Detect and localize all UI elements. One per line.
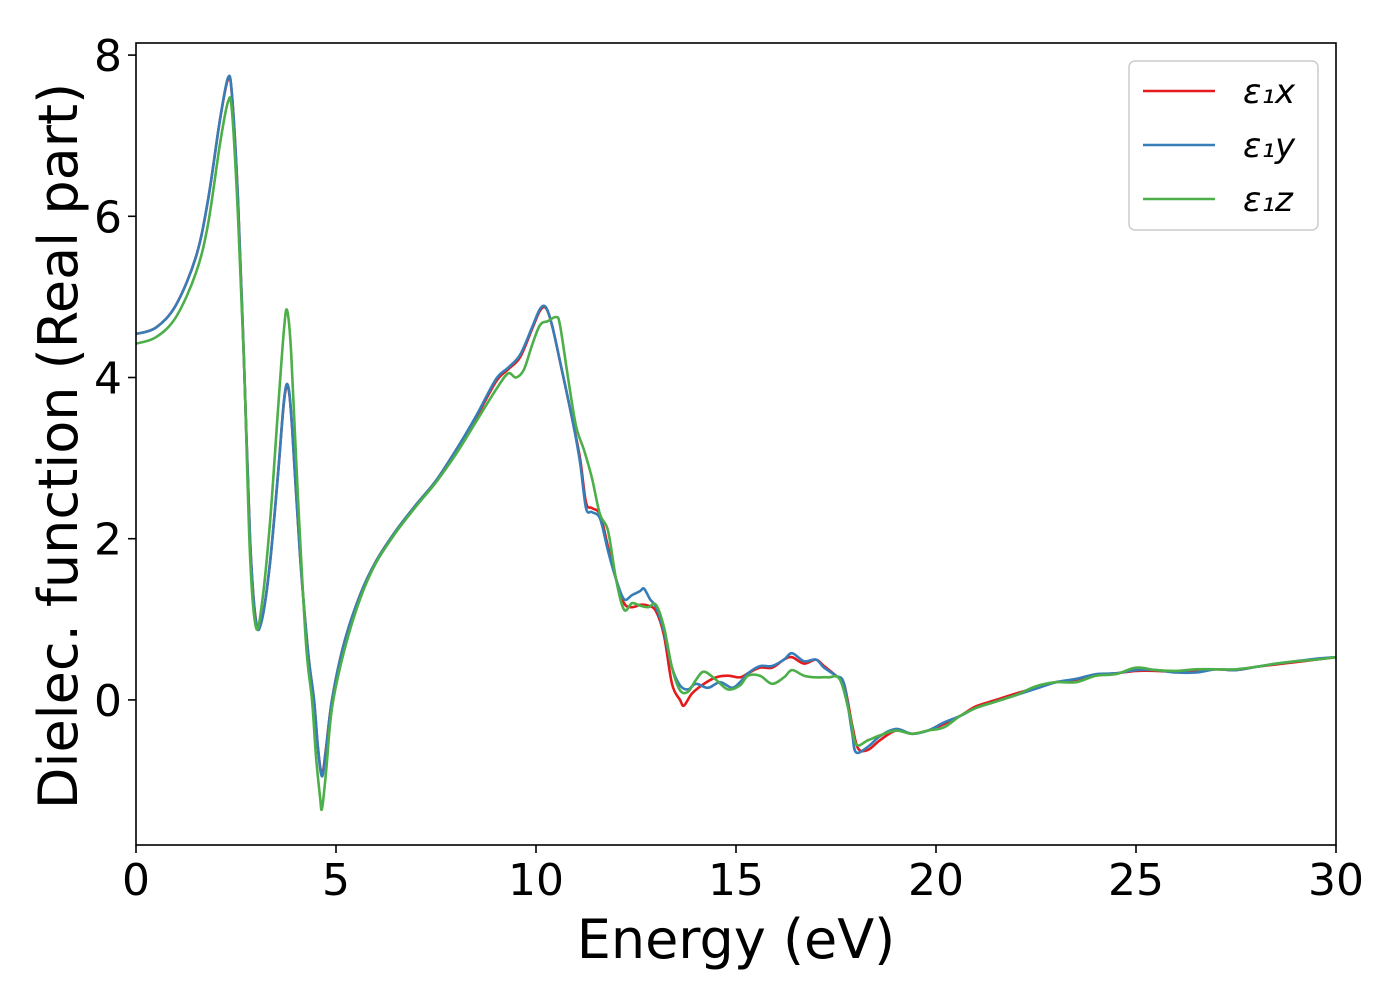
legend-entry-e1x: ε₁x (1143, 72, 1296, 112)
legend-label: ε₁y (1243, 126, 1296, 166)
x-axis-title: Energy (eV) (577, 908, 896, 971)
y-axis: 0 2 4 6 8 (94, 31, 136, 727)
x-tick-label: 25 (1108, 855, 1164, 906)
series-layer (136, 74, 1336, 812)
x-tick-label: 0 (122, 855, 150, 906)
y-tick-label: 6 (94, 192, 122, 243)
y-tick-label: 0 (94, 676, 122, 727)
legend-entry-e1y: ε₁y (1143, 126, 1296, 166)
legend: ε₁x ε₁y ε₁z (1128, 60, 1319, 231)
x-tick-label: 10 (508, 855, 564, 906)
x-tick-label: 20 (908, 855, 964, 906)
y-tick-label: 2 (94, 515, 122, 566)
legend-label: ε₁x (1243, 72, 1296, 112)
x-tick-label: 15 (708, 855, 764, 906)
y-tick-label: 8 (94, 31, 122, 82)
x-tick-label: 5 (322, 855, 350, 906)
y-tick-label: 4 (94, 354, 122, 405)
x-tick-label: 30 (1308, 855, 1364, 906)
legend-entry-e1z: ε₁z (1143, 180, 1294, 220)
series-line-e1z (136, 96, 1336, 812)
legend-box (1128, 60, 1319, 231)
legend-label: ε₁z (1243, 180, 1294, 220)
x-axis: 0 5 10 15 20 25 30 (122, 845, 1364, 906)
y-axis-title: Dielec. function (Real part) (27, 83, 90, 809)
